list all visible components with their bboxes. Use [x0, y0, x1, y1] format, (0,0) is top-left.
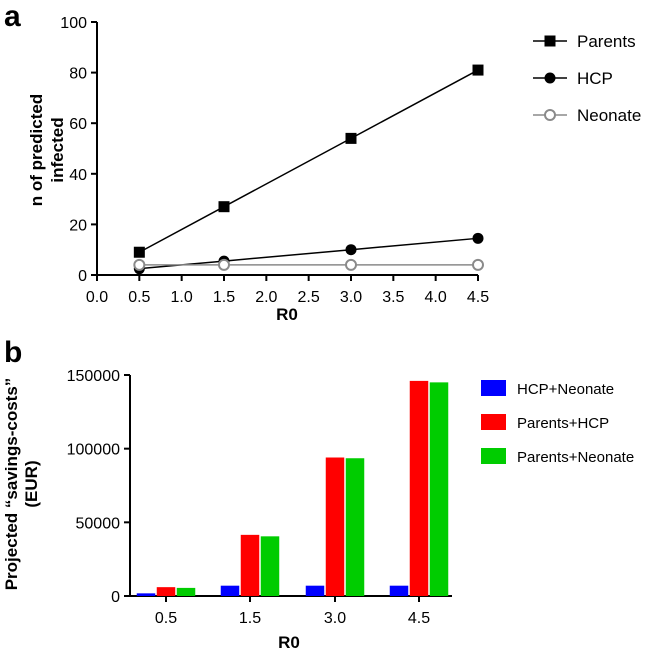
y-axis-title: Projected “savings-costs”(EUR): [2, 378, 41, 591]
data-point-neonate: [345, 258, 357, 271]
x-tick-label: 3.0: [340, 289, 362, 306]
legend-label: Neonate: [577, 106, 641, 125]
data-point-parents: [218, 201, 230, 213]
data-point-parents: [472, 64, 484, 76]
data-point-parents: [345, 132, 357, 144]
legend-marker: [544, 35, 556, 47]
legend-swatch: [481, 448, 506, 464]
y-tick-label: 0: [78, 268, 87, 285]
data-point-neonate: [133, 258, 146, 271]
panel-b-letter: b: [4, 336, 22, 369]
y-tick-label: 100000: [67, 442, 120, 459]
y-axis-title-line: Projected “savings-costs”: [2, 378, 21, 591]
x-tick-label: 3.5: [382, 289, 404, 306]
bar-hcp-neonate: [136, 593, 156, 596]
panel-a-letter: a: [4, 0, 21, 33]
y-tick-label: 40: [69, 167, 87, 184]
y-tick-label: 150000: [67, 368, 120, 385]
legend-marker: [544, 72, 556, 84]
bar-parents-neonate: [345, 458, 365, 596]
x-tick-label: 0.0: [86, 289, 108, 306]
x-tick-label: 4.5: [408, 610, 430, 627]
x-axis-title: R0: [278, 633, 300, 650]
data-point-hcp: [345, 244, 357, 256]
y-axis-title: n of predicted infected: [27, 94, 67, 206]
y-tick-label: 20: [69, 217, 87, 234]
bar-parents-hcp: [325, 457, 345, 596]
x-tick-label: 2.0: [255, 289, 277, 306]
x-tick-label: 4.0: [425, 289, 447, 306]
bar-parents-neonate: [429, 382, 449, 596]
y-tick-label: 0: [111, 589, 120, 606]
x-tick-label: 1.5: [213, 289, 235, 306]
legend-label: Parents+Neonate: [517, 449, 634, 466]
legend-swatch: [481, 380, 506, 396]
legend-label: HCP+Neonate: [517, 381, 614, 398]
bar-parents-hcp: [409, 380, 429, 596]
x-tick-label: 4.5: [467, 289, 489, 306]
line-chart-a: 0 20 40 60 80 100 0.0 0.5 1.0 1.5 2.0 2.5 3.0 3.5 4.0 4…: [27, 15, 641, 324]
bar-parents-hcp: [156, 587, 176, 596]
y-tick-label: 100: [60, 15, 87, 32]
x-tick-label: 2.5: [298, 289, 320, 306]
y-tick-label: 80: [69, 66, 87, 83]
bar-hcp-neonate: [305, 585, 325, 596]
x-tick-label: 0.5: [128, 289, 150, 306]
y-axis-title-line: infected: [48, 117, 67, 182]
data-point-neonate: [218, 258, 230, 271]
x-tick-label: 0.5: [155, 610, 177, 627]
y-tick-label: 50000: [76, 515, 121, 532]
x-tick-label: 1.5: [239, 610, 261, 627]
series-line-parents: [138, 69, 479, 253]
legend-label: Parents: [577, 32, 636, 51]
series-line-hcp: [139, 237, 479, 270]
data-point-neonate: [472, 258, 484, 271]
x-tick-label: 1.0: [171, 289, 193, 306]
y-axis-title-line: n of predicted: [27, 94, 46, 206]
legend-swatch: [481, 414, 506, 430]
y-axis-title-line: (EUR): [22, 460, 41, 507]
bar-parents-neonate: [176, 587, 196, 596]
bar-parents-neonate: [260, 536, 280, 596]
data-point-hcp: [472, 232, 484, 244]
bar-parents-hcp: [240, 534, 260, 596]
bar-hcp-neonate: [389, 585, 409, 596]
legend-label: Parents+HCP: [517, 415, 609, 432]
y-tick-label: 60: [69, 116, 87, 133]
legend-marker: [544, 109, 556, 121]
legend-label: HCP: [577, 69, 613, 88]
data-point-parents: [133, 246, 145, 258]
x-axis-title: R0: [276, 305, 298, 324]
bar-hcp-neonate: [220, 585, 240, 596]
x-tick-label: 3.0: [324, 610, 346, 627]
bar-chart-b: 0 50000 100000 150000 0.5 1.5 3.0 4.5 HCP+Neonat…: [2, 368, 634, 650]
